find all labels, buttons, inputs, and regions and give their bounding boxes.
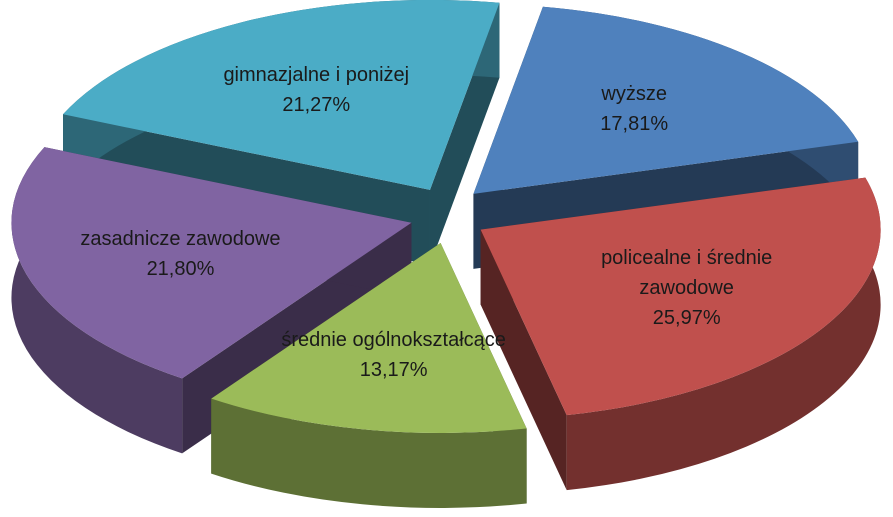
value-label: 21,27% bbox=[282, 93, 351, 116]
slice-label: policealne i średnie zawodowe 25,97% bbox=[572, 243, 802, 333]
value-label: 21,80% bbox=[146, 257, 215, 280]
slice-rim bbox=[211, 398, 527, 508]
slice-top bbox=[63, 0, 500, 190]
category-label: zasadnicze zawodowe bbox=[80, 227, 281, 250]
value-label: 25,97% bbox=[652, 307, 721, 330]
slice-top bbox=[211, 242, 527, 433]
slice-side bbox=[480, 229, 567, 491]
category-label: policealne i średnie zawodowe bbox=[601, 247, 773, 300]
slice-rim bbox=[566, 177, 881, 491]
pie-slice bbox=[211, 242, 527, 508]
slice-label: wyższe 17,81% bbox=[519, 79, 749, 139]
slice-label: średnie ogólnokształcące 13,17% bbox=[279, 325, 509, 385]
category-label: wyższe bbox=[601, 83, 667, 106]
slice-top bbox=[473, 6, 859, 194]
slice-rim bbox=[11, 147, 183, 454]
value-label: 17,81% bbox=[600, 113, 669, 136]
value-label: 13,17% bbox=[359, 358, 428, 381]
slice-label: gimnazjalne i poniżej 21,27% bbox=[201, 60, 431, 120]
pie-slice bbox=[480, 177, 881, 491]
category-label: średnie ogólnokształcące bbox=[281, 328, 506, 351]
slice-top bbox=[11, 147, 412, 379]
slice-label: zasadnicze zawodowe 21,80% bbox=[65, 224, 295, 284]
category-label: gimnazjalne i poniżej bbox=[223, 63, 410, 86]
slice-top bbox=[480, 177, 881, 416]
